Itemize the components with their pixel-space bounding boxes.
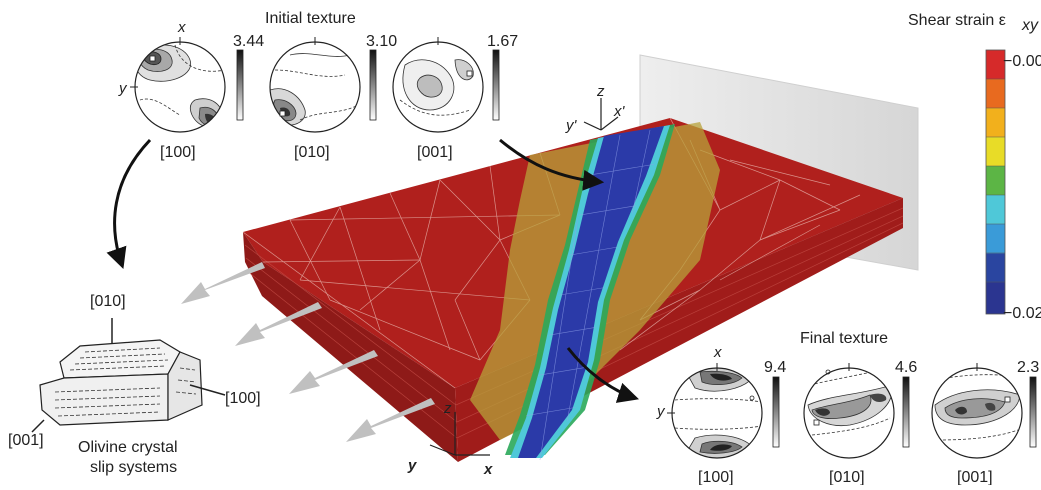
slab-axis-y: y <box>407 457 417 474</box>
arrow-texture-to-crystal <box>106 138 152 269</box>
colorbar-min-label: −0.025 <box>1003 305 1041 322</box>
colorbar <box>985 49 1006 315</box>
slab-axis-z: z <box>443 400 452 417</box>
final-axis-y: y <box>656 403 666 420</box>
final-max-100: 9.4 <box>764 359 786 376</box>
colorbar-max-label: −0.005 <box>1003 53 1041 70</box>
arrow-initial-to-band <box>499 138 605 191</box>
final-label-001: [001] <box>957 469 993 485</box>
arrow-band-to-final <box>566 347 639 403</box>
final-max-001: 2.3 <box>1017 359 1039 376</box>
final-pole-figure-001 <box>931 363 1037 459</box>
final-axis-x: x <box>713 344 722 361</box>
final-label-010: [010] <box>829 469 865 485</box>
slab-axis-x: x <box>483 461 493 478</box>
pull-arrow-2 <box>235 302 322 346</box>
band-axis-x: x' <box>613 103 626 120</box>
initial-max-001: 1.67 <box>487 33 518 50</box>
black-arrows <box>106 138 639 403</box>
final-texture-title: Final texture <box>800 330 888 347</box>
slab-axes <box>429 412 490 456</box>
crystal-label-010: [010] <box>90 293 126 310</box>
crystal-label-100: [100] <box>225 390 261 407</box>
crystal-label-001: [001] <box>8 432 44 449</box>
band-axis-z: z <box>596 83 605 100</box>
shear-band <box>470 122 720 460</box>
initial-label-100: [100] <box>160 144 196 161</box>
final-pole-figure-100 <box>667 363 780 459</box>
initial-axis-y: y <box>118 80 128 97</box>
pull-arrow-3 <box>289 350 378 394</box>
olivine-crystal <box>31 318 226 433</box>
slab-front-face <box>243 232 458 462</box>
band-axis-y: y' <box>565 117 578 134</box>
final-max-010: 4.6 <box>895 359 917 376</box>
initial-max-100: 3.44 <box>233 33 264 50</box>
crystal-caption-line1: Olivine crystal <box>78 439 178 456</box>
initial-pole-figure-001 <box>392 37 500 133</box>
final-pole-figure-010 <box>803 363 910 459</box>
pull-arrow-4 <box>346 398 435 442</box>
colorbar-title-subscript: xy <box>1021 17 1039 34</box>
initial-pole-figure-010 <box>269 37 377 133</box>
initial-texture-title: Initial texture <box>265 10 356 27</box>
crystal-caption-line2: slip systems <box>90 459 177 476</box>
initial-max-010: 3.10 <box>366 33 397 50</box>
pull-arrow-1 <box>181 262 265 304</box>
initial-label-001: [001] <box>417 144 453 161</box>
initial-axis-x: x <box>177 19 186 36</box>
colorbar-title: Shear strain ε <box>908 12 1006 29</box>
band-axes <box>583 98 619 131</box>
initial-label-010: [010] <box>294 144 330 161</box>
pull-arrows <box>181 262 435 442</box>
initial-pole-figure-100 <box>130 37 244 133</box>
final-label-100: [100] <box>698 469 734 485</box>
